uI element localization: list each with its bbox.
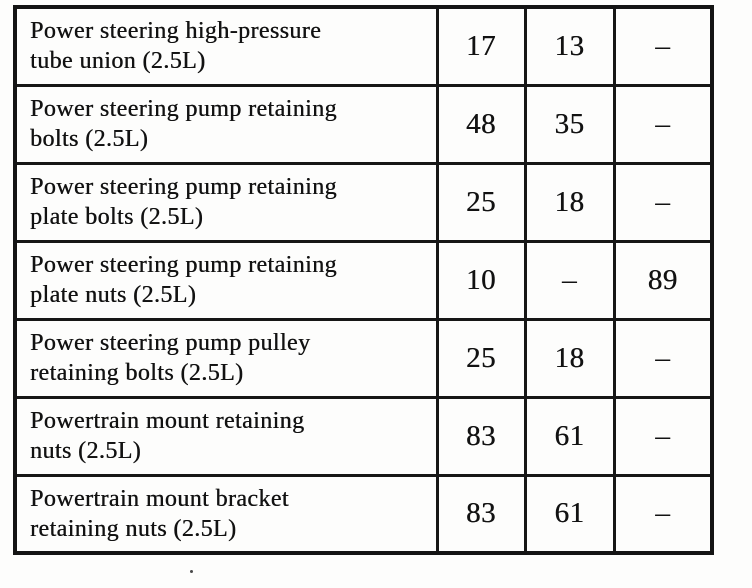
description-line-2: plate nuts (2.5L) xyxy=(30,282,197,308)
spec-value-cell: – xyxy=(612,473,714,555)
spec-description-cell: Power steering pump pulley retaining bol… xyxy=(13,317,439,399)
spec-description-cell: Power steering pump retaining plate nuts… xyxy=(13,239,439,321)
table-row: Power steering pump retaining plate bolt… xyxy=(13,161,714,243)
spec-description-cell: Powertrain mount bracket retaining nuts … xyxy=(13,473,439,555)
description-line-1: Power steering pump retaining xyxy=(30,174,337,200)
description-line-2: nuts (2.5L) xyxy=(30,438,142,464)
spec-value-cell: 25 xyxy=(435,161,527,243)
description-line-2: plate bolts (2.5L) xyxy=(30,204,204,230)
torque-spec-table: Power steering high-pressure tube union … xyxy=(13,5,714,555)
description-line-1: Power steering pump retaining xyxy=(30,252,337,278)
spec-value-cell: – xyxy=(612,395,714,477)
table-row: Power steering pump pulley retaining bol… xyxy=(13,317,714,399)
spec-value-cell: – xyxy=(612,83,714,165)
spec-value-cell: 89 xyxy=(612,239,714,321)
spec-value-cell: – xyxy=(612,317,714,399)
description-line-2: bolts (2.5L) xyxy=(30,126,149,152)
description-line-1: Power steering pump pulley xyxy=(30,330,311,356)
spec-description-cell: Power steering high-pressure tube union … xyxy=(13,5,439,87)
description-line-2: tube union (2.5L) xyxy=(30,48,206,75)
spec-value-cell: – xyxy=(612,161,714,243)
table-row: Powertrain mount retaining nuts (2.5L) 8… xyxy=(13,395,714,477)
spec-value-cell: 17 xyxy=(435,5,527,87)
description-line-2: retaining bolts (2.5L) xyxy=(30,360,244,386)
spec-value-cell: 83 xyxy=(435,473,527,555)
scan-artifact-dot xyxy=(190,570,193,573)
description-line-1: Powertrain mount bracket xyxy=(30,485,289,512)
spec-value-cell: 61 xyxy=(523,395,616,477)
spec-value-cell: 25 xyxy=(435,317,527,399)
table-row: Power steering pump retaining bolts (2.5… xyxy=(13,83,714,165)
spec-value-cell: 18 xyxy=(523,161,616,243)
table-row: Power steering high-pressure tube union … xyxy=(13,5,714,87)
spec-description-cell: Power steering pump retaining bolts (2.5… xyxy=(13,83,439,165)
description-line-1: Power steering high-pressure xyxy=(30,18,322,45)
spec-value-cell: 35 xyxy=(523,83,616,165)
table-row: Power steering pump retaining plate nuts… xyxy=(13,239,714,321)
description-line-2: retaining nuts (2.5L) xyxy=(30,515,237,542)
spec-description-cell: Powertrain mount retaining nuts (2.5L) xyxy=(13,395,439,477)
table-row: Powertrain mount bracket retaining nuts … xyxy=(13,473,714,555)
spec-value-cell: 13 xyxy=(523,5,616,87)
spec-value-cell: 61 xyxy=(523,473,616,555)
spec-value-cell: 18 xyxy=(523,317,616,399)
spec-value-cell: – xyxy=(523,239,616,321)
spec-value-cell: 48 xyxy=(435,83,527,165)
spec-value-cell: 10 xyxy=(435,239,527,321)
spec-description-cell: Power steering pump retaining plate bolt… xyxy=(13,161,439,243)
spec-value-cell: 83 xyxy=(435,395,527,477)
description-line-1: Powertrain mount retaining xyxy=(30,408,305,434)
spec-value-cell: – xyxy=(612,5,714,87)
description-line-1: Power steering pump retaining xyxy=(30,96,337,122)
